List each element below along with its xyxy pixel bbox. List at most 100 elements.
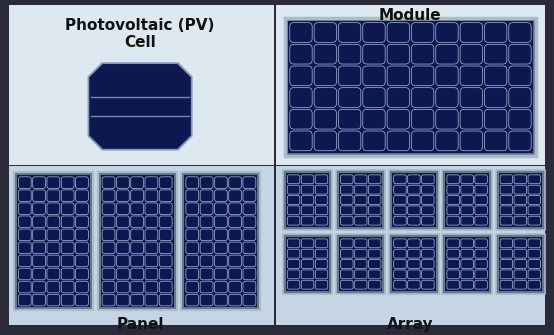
FancyBboxPatch shape (475, 206, 488, 215)
Bar (443, 171, 492, 229)
Text: Panel: Panel (116, 317, 164, 332)
FancyBboxPatch shape (412, 109, 434, 129)
FancyBboxPatch shape (314, 66, 336, 86)
FancyBboxPatch shape (363, 109, 385, 129)
FancyBboxPatch shape (301, 196, 314, 204)
FancyBboxPatch shape (229, 203, 242, 214)
FancyBboxPatch shape (447, 206, 459, 215)
FancyBboxPatch shape (368, 175, 381, 184)
FancyBboxPatch shape (102, 177, 115, 188)
FancyBboxPatch shape (436, 131, 458, 151)
FancyBboxPatch shape (102, 281, 115, 293)
FancyBboxPatch shape (131, 216, 143, 227)
FancyBboxPatch shape (75, 294, 88, 306)
FancyBboxPatch shape (368, 270, 381, 279)
FancyBboxPatch shape (422, 260, 434, 268)
FancyBboxPatch shape (509, 66, 531, 86)
FancyBboxPatch shape (528, 280, 541, 289)
FancyBboxPatch shape (229, 216, 242, 227)
FancyBboxPatch shape (408, 175, 420, 184)
FancyBboxPatch shape (500, 216, 512, 225)
Bar (9, 166, 274, 325)
Bar (392, 174, 435, 226)
FancyBboxPatch shape (528, 185, 541, 194)
Bar (445, 238, 489, 290)
FancyBboxPatch shape (394, 196, 406, 204)
FancyBboxPatch shape (186, 203, 199, 214)
FancyBboxPatch shape (18, 203, 31, 214)
FancyBboxPatch shape (412, 44, 434, 64)
FancyBboxPatch shape (61, 294, 74, 306)
FancyBboxPatch shape (363, 131, 385, 151)
FancyBboxPatch shape (475, 185, 488, 194)
FancyBboxPatch shape (315, 249, 328, 258)
FancyBboxPatch shape (131, 177, 143, 188)
FancyBboxPatch shape (475, 196, 488, 204)
FancyBboxPatch shape (200, 216, 213, 227)
FancyBboxPatch shape (408, 239, 420, 248)
FancyBboxPatch shape (33, 281, 45, 293)
FancyBboxPatch shape (229, 190, 242, 201)
FancyBboxPatch shape (47, 281, 60, 293)
Bar (14, 173, 93, 310)
FancyBboxPatch shape (131, 255, 143, 267)
FancyBboxPatch shape (116, 268, 129, 280)
FancyBboxPatch shape (355, 196, 367, 204)
FancyBboxPatch shape (408, 280, 420, 289)
FancyBboxPatch shape (460, 109, 483, 129)
FancyBboxPatch shape (47, 203, 60, 214)
FancyBboxPatch shape (500, 249, 512, 258)
FancyBboxPatch shape (186, 229, 199, 241)
FancyBboxPatch shape (500, 175, 512, 184)
FancyBboxPatch shape (18, 177, 31, 188)
FancyBboxPatch shape (243, 203, 256, 214)
FancyBboxPatch shape (102, 255, 115, 267)
FancyBboxPatch shape (387, 66, 409, 86)
FancyBboxPatch shape (315, 175, 328, 184)
Text: Array: Array (387, 317, 433, 332)
FancyBboxPatch shape (18, 216, 31, 227)
FancyBboxPatch shape (341, 260, 353, 268)
FancyBboxPatch shape (460, 131, 483, 151)
FancyBboxPatch shape (290, 66, 312, 86)
FancyBboxPatch shape (363, 44, 385, 64)
FancyBboxPatch shape (145, 255, 158, 267)
FancyBboxPatch shape (33, 268, 45, 280)
FancyBboxPatch shape (61, 177, 74, 188)
FancyBboxPatch shape (243, 281, 256, 293)
FancyBboxPatch shape (214, 216, 227, 227)
FancyBboxPatch shape (341, 249, 353, 258)
FancyBboxPatch shape (387, 23, 409, 42)
FancyBboxPatch shape (422, 239, 434, 248)
FancyBboxPatch shape (368, 239, 381, 248)
FancyBboxPatch shape (355, 260, 367, 268)
FancyBboxPatch shape (229, 177, 242, 188)
FancyBboxPatch shape (528, 175, 541, 184)
FancyBboxPatch shape (47, 216, 60, 227)
FancyBboxPatch shape (61, 216, 74, 227)
FancyBboxPatch shape (200, 294, 213, 306)
FancyBboxPatch shape (408, 185, 420, 194)
FancyBboxPatch shape (200, 229, 213, 241)
FancyBboxPatch shape (338, 109, 361, 129)
FancyBboxPatch shape (131, 229, 143, 241)
FancyBboxPatch shape (229, 255, 242, 267)
FancyBboxPatch shape (186, 268, 199, 280)
FancyBboxPatch shape (47, 229, 60, 241)
FancyBboxPatch shape (214, 294, 227, 306)
FancyBboxPatch shape (315, 206, 328, 215)
FancyBboxPatch shape (116, 255, 129, 267)
FancyBboxPatch shape (436, 44, 458, 64)
FancyBboxPatch shape (484, 109, 507, 129)
FancyBboxPatch shape (102, 190, 115, 201)
FancyBboxPatch shape (338, 88, 361, 108)
Bar (283, 171, 332, 229)
FancyBboxPatch shape (61, 281, 74, 293)
FancyBboxPatch shape (102, 229, 115, 241)
FancyBboxPatch shape (447, 249, 459, 258)
FancyBboxPatch shape (315, 260, 328, 268)
FancyBboxPatch shape (447, 185, 459, 194)
FancyBboxPatch shape (500, 270, 512, 279)
Bar (339, 174, 382, 226)
FancyBboxPatch shape (243, 229, 256, 241)
